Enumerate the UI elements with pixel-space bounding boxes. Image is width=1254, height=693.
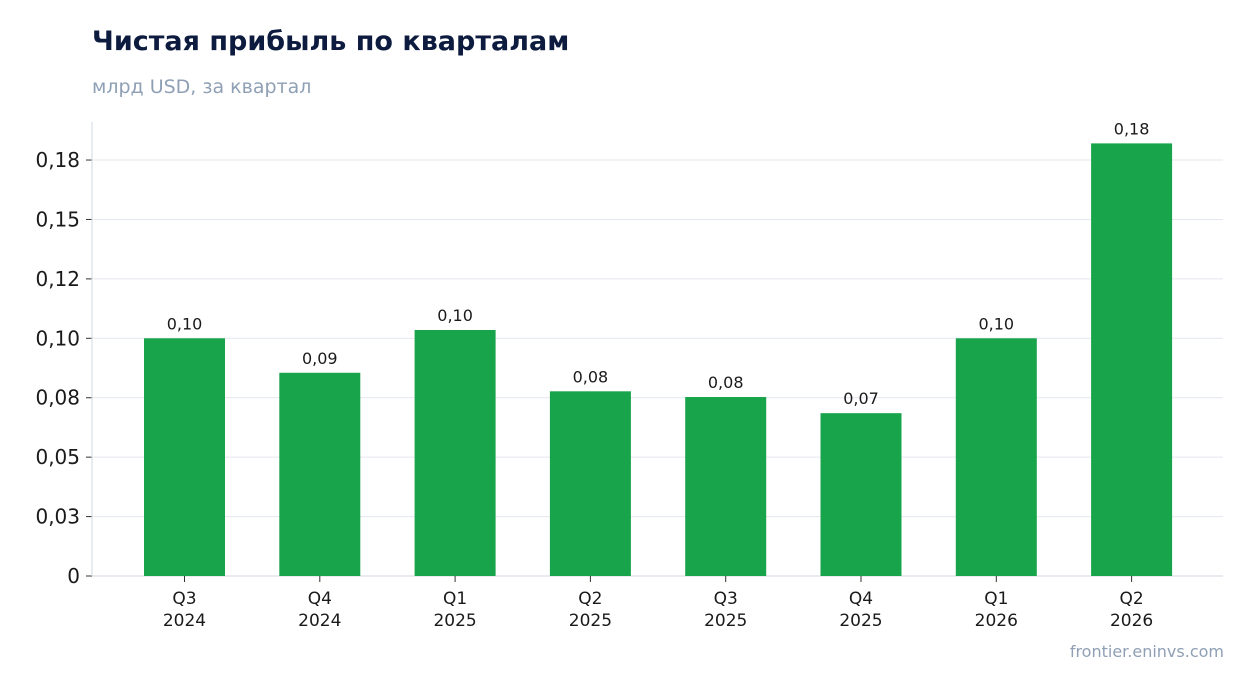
x-tick-label-year: 2025: [433, 611, 476, 631]
x-tick-label-year: 2025: [704, 611, 747, 631]
x-tick-label-quarter: Q4: [308, 589, 332, 609]
data-label: 0,10: [978, 314, 1014, 333]
x-tick-label-year: 2026: [1110, 611, 1153, 631]
x-tick-label-year: 2025: [839, 611, 882, 631]
chart-subtitle: млрд USD, за квартал: [92, 76, 312, 98]
bar: [144, 338, 225, 576]
x-tick-label-quarter: Q1: [984, 589, 1008, 609]
data-label: 0,18: [1114, 119, 1150, 138]
bar: [279, 372, 361, 576]
x-tick-label-quarter: Q1: [443, 589, 467, 609]
x-tick-label-quarter: Q3: [714, 589, 738, 609]
data-label: 0,08: [573, 367, 609, 386]
y-tick-label: 0,12: [35, 267, 80, 291]
bar: [820, 413, 902, 576]
bar: [955, 338, 1037, 576]
x-tick-label-year: 2024: [298, 611, 341, 631]
chart-title: Чистая прибыль по кварталам: [92, 26, 570, 57]
source-label: frontier.eninvs.com: [1069, 642, 1224, 661]
data-label: 0,10: [437, 306, 473, 325]
x-tick-label-quarter: Q2: [578, 589, 602, 609]
y-tick-label: 0,15: [35, 207, 80, 231]
data-label: 0,10: [167, 314, 203, 333]
y-tick-label: 0,08: [35, 386, 80, 410]
bar: [549, 391, 631, 576]
y-tick-label: 0,05: [35, 445, 80, 469]
x-tick-label-year: 2025: [569, 611, 612, 631]
data-label: 0,07: [843, 389, 879, 408]
y-tick-label: 0: [67, 564, 80, 588]
y-tick-label: 0,18: [35, 148, 80, 172]
data-label: 0,09: [302, 349, 338, 368]
x-tick-label-quarter: Q3: [172, 589, 196, 609]
x-tick-label-year: 2026: [975, 611, 1018, 631]
x-tick-label-quarter: Q2: [1119, 589, 1143, 609]
bar: [685, 397, 767, 576]
bar: [1091, 143, 1173, 576]
y-tick-label: 0,10: [35, 326, 80, 350]
x-tick-label-quarter: Q4: [849, 589, 873, 609]
x-tick-label-year: 2024: [163, 611, 206, 631]
y-tick-label: 0,03: [35, 505, 80, 529]
data-label: 0,08: [708, 373, 744, 392]
bar: [414, 329, 496, 576]
